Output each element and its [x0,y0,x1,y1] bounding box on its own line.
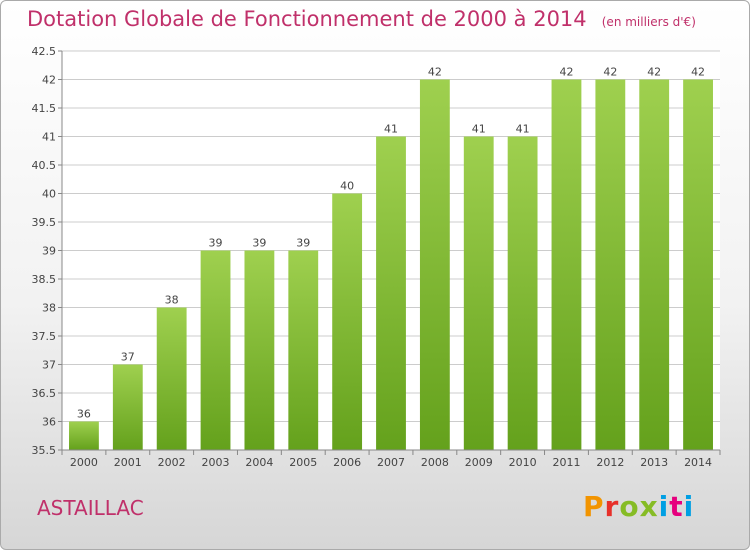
data-label-2014: 42 [691,66,705,79]
logo-letter: i [658,490,670,523]
x-tick-label-2010: 2010 [509,456,537,469]
bar-2014 [683,79,713,450]
x-tick-label-2011: 2011 [552,456,580,469]
logo-letter: i [683,490,695,523]
data-label-2012: 42 [603,66,617,79]
logo-letter: o [619,490,640,523]
data-label-2003: 39 [209,237,223,250]
bar-2007 [376,136,406,450]
data-label-2008: 42 [428,66,442,79]
y-tick-label: 39 [42,245,56,258]
y-tick-label: 37.5 [32,330,57,343]
bar-layer: 36 37 38 39 39 39 40 41 42 41 41 42 42 42 42 [69,66,713,450]
y-tick-label: 38.5 [32,273,57,286]
x-tick-label-2001: 2001 [114,456,142,469]
data-label-2005: 39 [296,237,310,250]
bar-2001 [112,364,143,450]
data-label-2004: 39 [252,237,266,250]
bar-2004 [244,250,275,450]
y-tick-label: 40.5 [32,159,57,172]
title-row: Dotation Globale de Fonctionnement de 20… [27,7,696,31]
bar-2002 [156,307,187,450]
y-tick-label: 42 [42,74,56,87]
chart-title: Dotation Globale de Fonctionnement de 20… [27,7,587,31]
bar-2011 [551,79,582,450]
x-tick-label-2003: 2003 [202,456,230,469]
x-tick-label-2002: 2002 [158,456,186,469]
data-label-2009: 41 [472,123,486,136]
y-tick-label: 35.5 [32,444,57,457]
logo-letter: t [669,490,684,523]
data-label-2007: 41 [384,123,398,136]
bar-2008 [419,79,450,450]
y-tick-label: 39.5 [32,216,57,229]
data-label-2002: 38 [165,294,179,307]
y-tick-label: 36.5 [32,387,57,400]
data-label-2013: 42 [647,66,661,79]
bar-2009 [463,136,494,450]
x-tick-label-2012: 2012 [596,456,624,469]
y-tick-label: 37 [42,359,56,372]
bar-2010 [507,136,538,450]
y-tick-label: 42.5 [32,45,57,58]
data-label-2011: 42 [559,66,573,79]
x-tick-label-2006: 2006 [333,456,361,469]
logo-letter: x [639,490,659,523]
proxiti-logo: Proxiti [583,490,694,523]
x-tick-label-2000: 2000 [70,456,98,469]
bar-2003 [200,250,231,450]
y-tick-label: 41 [42,131,56,144]
bar-2000 [69,421,99,450]
bar-2012 [595,79,626,450]
commune-name: ASTAILLAC [37,496,144,520]
x-tick-label-2009: 2009 [465,456,493,469]
data-label-2010: 41 [516,123,530,136]
x-tick-label-2013: 2013 [640,456,668,469]
bar-2005 [288,250,319,450]
y-tick-label: 36 [42,416,56,429]
y-tick-label: 40 [42,188,56,201]
x-tick-label-2005: 2005 [289,456,317,469]
data-label-2001: 37 [121,351,135,364]
bar-2006 [332,193,363,450]
x-tick-label-2014: 2014 [684,456,712,469]
x-tick-label-2008: 2008 [421,456,449,469]
data-label-2000: 36 [77,408,91,421]
bar-2013 [639,79,670,450]
logo-letter: P [583,490,605,523]
logo-letter: r [604,490,620,523]
data-label-2006: 40 [340,180,354,193]
axis-layer: 35.5 36 36.5 37 37.5 38 38.5 39 39.5 40 40.5 41 41.5… [32,45,721,469]
x-tick-label-2007: 2007 [377,456,405,469]
y-tick-label: 41.5 [32,102,57,115]
y-tick-label: 38 [42,302,56,315]
chart-subtitle: (en milliers d'€) [601,15,696,29]
x-tick-label-2004: 2004 [245,456,273,469]
